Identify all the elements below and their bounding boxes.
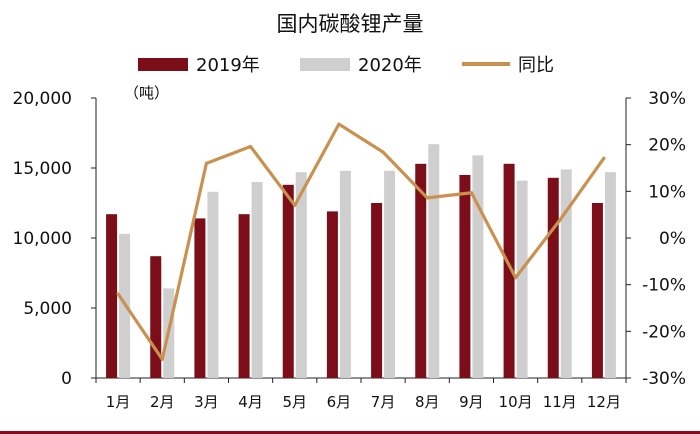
bar-2019 — [238, 214, 250, 378]
bar-2019 — [282, 184, 294, 378]
x-axis-tick-label: 1月 — [106, 393, 131, 411]
legend-item-2019: 2019年 — [138, 52, 260, 76]
bottom-rule — [0, 431, 700, 434]
yoy-point — [469, 191, 474, 195]
x-axis-tick-label: 12月 — [587, 393, 621, 411]
bar-2019 — [106, 214, 118, 378]
legend-swatch-yoy — [462, 62, 510, 66]
yoy-point — [513, 276, 518, 280]
left-axis-tick-label: 10,000 — [13, 229, 72, 249]
yoy-point — [293, 203, 297, 207]
legend: 2019年 2020年 同比 — [0, 52, 700, 76]
yoy-point — [204, 161, 209, 165]
right-axis-tick-label: 20% — [648, 136, 686, 156]
unit-label: （吨） — [124, 84, 170, 102]
bar-2019 — [326, 211, 338, 378]
bar-2019 — [150, 256, 162, 378]
left-axis-tick-label: 15,000 — [13, 159, 72, 179]
legend-item-yoy: 同比 — [462, 52, 554, 76]
legend-swatch-2020 — [300, 57, 350, 71]
bar-2019 — [503, 163, 515, 378]
x-axis-tick-label: 5月 — [282, 393, 307, 411]
yoy-point — [381, 150, 385, 154]
right-axis-tick-label: 0% — [659, 229, 686, 249]
left-axis-tick-label: 0 — [61, 369, 72, 389]
x-axis-tick-label: 2月 — [150, 393, 175, 411]
right-axis-tick-label: -10% — [642, 276, 686, 296]
bar-2020 — [339, 170, 351, 378]
legend-label-2020: 2020年 — [358, 55, 422, 76]
bar-2020 — [516, 180, 528, 378]
legend-label-yoy: 同比 — [518, 55, 554, 76]
bar-2020 — [251, 182, 263, 378]
x-axis-tick-label: 9月 — [459, 393, 484, 411]
x-axis-tick-label: 3月 — [194, 393, 219, 411]
bar-2019 — [194, 218, 206, 378]
yoy-point — [160, 357, 164, 361]
bar-2019 — [371, 203, 383, 378]
bar-2020 — [384, 170, 396, 378]
x-axis-tick-label: 7月 — [371, 393, 396, 411]
left-axis-tick-label: 5,000 — [23, 299, 72, 319]
x-axis-tick-label: 8月 — [415, 393, 440, 411]
right-axis-tick-label: -30% — [642, 369, 686, 389]
right-axis-tick-label: 10% — [648, 182, 686, 202]
yoy-point — [337, 122, 341, 126]
yoy-point — [602, 156, 606, 160]
bar-2019 — [415, 163, 427, 378]
bar-2020 — [560, 169, 572, 378]
yoy-point — [558, 218, 562, 222]
bar-2020 — [428, 144, 440, 378]
right-axis-tick-label: 30% — [648, 89, 686, 109]
x-axis-tick-label: 11月 — [543, 393, 577, 411]
bar-2020 — [207, 191, 219, 378]
bar-2020 — [604, 172, 616, 378]
yoy-point — [248, 144, 253, 149]
yoy-point — [425, 196, 429, 200]
bar-2019 — [591, 203, 603, 378]
bar-2020 — [472, 155, 484, 378]
x-axis-tick-label: 4月 — [238, 393, 263, 411]
right-axis-tick-label: -20% — [642, 322, 686, 342]
yoy-point — [116, 292, 120, 296]
chart-title: 国内碳酸锂产量 — [276, 12, 424, 36]
x-axis-tick-label: 6月 — [327, 393, 352, 411]
legend-swatch-2019 — [138, 57, 188, 71]
legend-item-2020: 2020年 — [300, 52, 422, 76]
left-axis-tick-label: 20,000 — [13, 89, 72, 109]
bar-2019 — [547, 177, 559, 378]
legend-label-2019: 2019年 — [196, 55, 260, 76]
bar-2020 — [295, 172, 307, 378]
yoy-line — [116, 122, 606, 361]
bar-2019 — [459, 175, 471, 378]
x-axis-tick-label: 10月 — [499, 393, 533, 411]
